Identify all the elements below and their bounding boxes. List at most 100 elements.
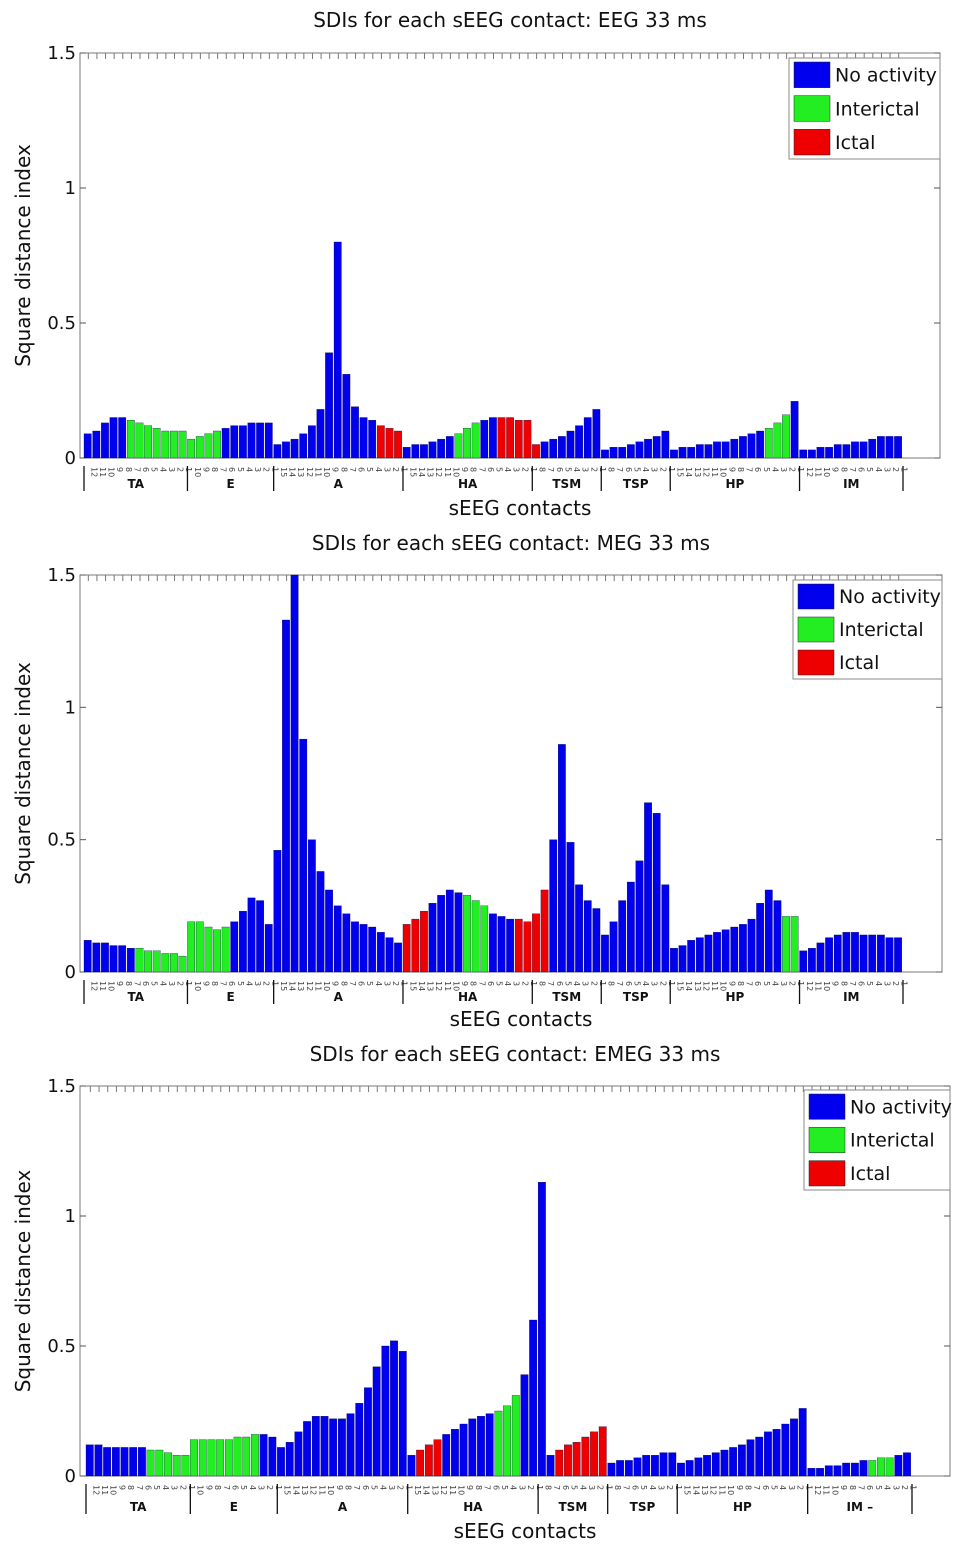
contact-number: 1 bbox=[674, 1485, 683, 1490]
bar bbox=[101, 942, 109, 973]
contact-number: 14 bbox=[684, 981, 693, 991]
bar bbox=[652, 436, 661, 459]
bar bbox=[242, 1436, 251, 1477]
contact-number: 3 bbox=[257, 1485, 266, 1490]
bar bbox=[152, 428, 161, 459]
contact-number: 2 bbox=[658, 467, 667, 472]
contact-number: 3 bbox=[779, 981, 788, 986]
contact-number: 9 bbox=[335, 1485, 344, 1490]
contact-number: 1 bbox=[404, 1485, 413, 1490]
bar bbox=[161, 953, 170, 973]
contact-number: 3 bbox=[167, 467, 176, 472]
bar bbox=[224, 1439, 233, 1477]
contact-number: 13 bbox=[300, 1485, 309, 1495]
bar bbox=[532, 913, 540, 973]
bar bbox=[221, 428, 230, 459]
bar bbox=[485, 1413, 494, 1477]
bar bbox=[894, 436, 902, 459]
contact-number: 4 bbox=[874, 981, 883, 986]
bar bbox=[842, 1462, 851, 1477]
bar bbox=[659, 1452, 668, 1477]
bar bbox=[825, 447, 833, 459]
bar bbox=[506, 918, 514, 973]
bar bbox=[181, 1455, 190, 1477]
bar bbox=[816, 447, 825, 459]
bar bbox=[626, 444, 635, 459]
legend-entry: Interictal bbox=[850, 1130, 935, 1152]
contact-number: 9 bbox=[465, 1485, 474, 1490]
contact-number: 3 bbox=[170, 1485, 179, 1490]
contact-number: 15 bbox=[676, 467, 685, 477]
legend-swatch bbox=[793, 61, 831, 88]
bar bbox=[661, 884, 670, 973]
contact-number: 1 bbox=[796, 467, 805, 472]
bar bbox=[442, 1434, 451, 1477]
contact-number: 7 bbox=[132, 981, 141, 986]
bar bbox=[204, 433, 213, 459]
y-tick-label: 1 bbox=[65, 1206, 76, 1227]
contact-number: 5 bbox=[865, 981, 874, 986]
bar bbox=[558, 744, 566, 973]
contact-number: 2 bbox=[391, 981, 400, 986]
contact-number: 7 bbox=[856, 1485, 865, 1490]
bar bbox=[590, 1431, 598, 1477]
bar bbox=[514, 918, 523, 973]
bar bbox=[428, 441, 437, 459]
contact-number: 1 bbox=[270, 981, 279, 986]
contact-number: 9 bbox=[839, 1485, 848, 1490]
bar bbox=[695, 937, 704, 973]
bar bbox=[190, 1439, 198, 1477]
contact-number: 5 bbox=[874, 1485, 883, 1490]
bar bbox=[816, 942, 825, 973]
contact-number: 6 bbox=[227, 467, 236, 472]
contact-number: 11 bbox=[822, 1485, 831, 1495]
legend-entry: Interictal bbox=[839, 619, 924, 641]
bar bbox=[824, 1465, 833, 1477]
contact-number: 6 bbox=[357, 467, 366, 472]
contact-number: 6 bbox=[230, 1485, 239, 1490]
bar bbox=[285, 1442, 294, 1477]
contact-number: 5 bbox=[370, 1485, 379, 1490]
contact-number: 5 bbox=[150, 981, 159, 986]
bar bbox=[135, 948, 144, 973]
contact-number: 12 bbox=[89, 467, 98, 477]
group-label: HA bbox=[463, 1500, 483, 1514]
contact-number: 11 bbox=[813, 467, 822, 477]
bar bbox=[407, 1455, 416, 1477]
y-tick-label: 1.5 bbox=[47, 1076, 76, 1097]
bar bbox=[885, 937, 894, 973]
contact-number: 8 bbox=[543, 1485, 552, 1490]
bar bbox=[540, 441, 549, 459]
bar bbox=[437, 438, 446, 459]
bar bbox=[268, 1436, 277, 1477]
contact-number: 2 bbox=[526, 1485, 535, 1490]
bar bbox=[459, 1423, 468, 1477]
contact-number: 14 bbox=[417, 467, 426, 477]
bar bbox=[764, 1431, 772, 1477]
contact-number: 6 bbox=[227, 981, 236, 986]
contact-number: 11 bbox=[443, 981, 452, 991]
bar bbox=[376, 932, 385, 973]
bar bbox=[454, 433, 463, 459]
legend-entry: Ictal bbox=[835, 132, 875, 154]
bar bbox=[161, 430, 170, 459]
contact-number: 12 bbox=[805, 981, 814, 991]
contact-number: 8 bbox=[124, 467, 133, 472]
bar bbox=[555, 1449, 564, 1477]
bar bbox=[437, 895, 446, 973]
contact-number: 5 bbox=[495, 981, 504, 986]
bar bbox=[729, 1447, 738, 1477]
legend-entry: No activity bbox=[850, 1096, 952, 1118]
bar bbox=[368, 926, 377, 973]
bar bbox=[118, 417, 127, 459]
contact-number: 8 bbox=[474, 1485, 483, 1490]
bar bbox=[523, 921, 532, 973]
bar bbox=[798, 1408, 807, 1477]
bar bbox=[494, 1410, 503, 1477]
bar bbox=[497, 916, 506, 973]
contact-number: 10 bbox=[109, 1485, 118, 1495]
bar bbox=[558, 436, 566, 459]
contact-number: 11 bbox=[710, 981, 719, 991]
contact-number: 9 bbox=[201, 467, 210, 472]
contact-number: 3 bbox=[512, 467, 521, 472]
